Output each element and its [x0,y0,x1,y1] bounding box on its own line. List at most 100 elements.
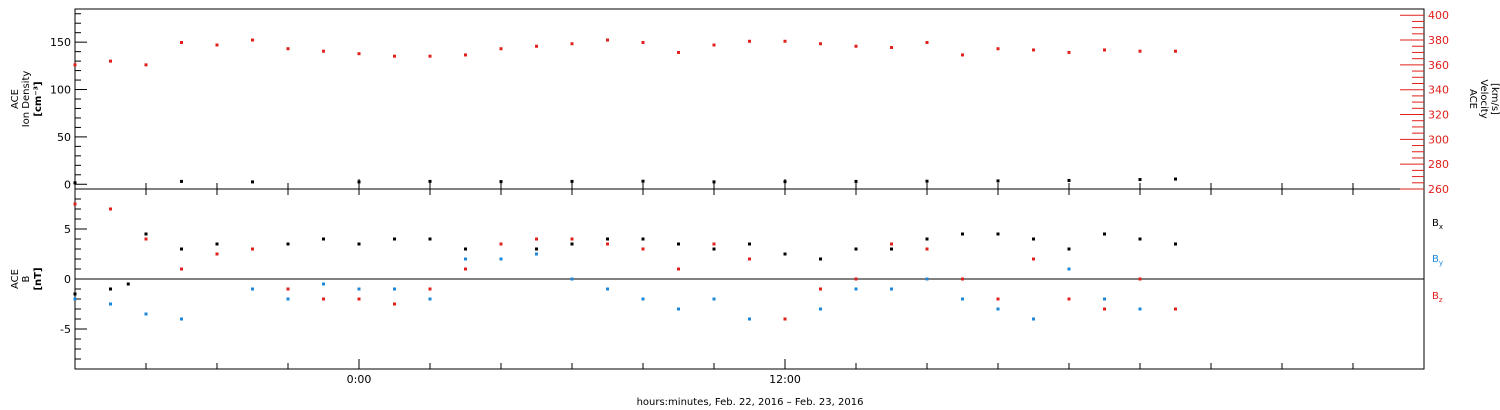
bz-point-5 [251,247,254,251]
bz-point-15 [606,242,609,246]
density-point-14 [1138,178,1142,182]
bottom-ylabel: ACE B [nT] [10,267,44,290]
bx-point-29 [1067,247,1071,251]
bx-point-9 [357,242,361,246]
by-point-11 [464,257,467,261]
density-point-6 [570,179,574,183]
velocity-point-2 [144,63,148,67]
bx-point-2 [126,282,130,286]
bz-point-25 [961,277,964,281]
bx-point-7 [286,242,290,246]
by-point-0 [73,297,77,301]
top-ytick-label-2: 100 [50,84,71,97]
bz-point-30 [1138,277,1142,281]
bx-point-32 [1174,242,1177,246]
bz-point-13 [535,237,538,241]
by-point-15 [606,287,609,291]
density-point-9 [783,180,787,184]
by-point-16 [641,297,645,301]
bottom-ytick-label-0: -5 [60,323,71,336]
bx-point-28 [1032,237,1035,241]
velocity-point-17 [677,50,680,54]
by-point-10 [428,297,432,301]
top-y2label-line1: ACE [1467,89,1478,109]
velocity-point-3 [180,41,183,45]
top-y2label-line2: Velocity [1478,79,1489,118]
top-y2tick-label-3: 320 [1428,109,1449,122]
top-y2tick-label-5: 360 [1428,59,1449,72]
velocity-point-5 [251,38,254,42]
velocity-point-7 [322,49,325,53]
velocity-point-24 [925,41,929,45]
bz-point-23 [890,242,893,246]
velocity-point-22 [854,44,858,48]
density-point-10 [854,179,858,183]
velocity-point-6 [286,47,290,51]
bx-point-14 [535,247,538,251]
by-point-28 [1067,267,1071,271]
x-tick-label-0: 0:00 [347,373,372,386]
by-point-6 [286,297,290,301]
by-point-23 [890,287,893,291]
bz-point-31 [1174,307,1177,311]
bx-point-8 [322,237,325,241]
bx-point-23 [854,247,858,251]
by-point-14 [570,277,574,281]
top-ylabel-line2: Ion Density [21,71,32,128]
bx-point-17 [641,237,645,241]
legend-bz-label: B [1432,291,1439,302]
velocity-point-0 [73,63,77,67]
legend-bx-sub: x [1439,223,1443,231]
bz-point-20 [783,317,787,321]
bottom-ytick-label-1: 0 [64,273,71,286]
top-panel-frame [74,8,1425,190]
by-point-3 [180,317,183,321]
velocity-point-8 [357,52,361,56]
bx-point-21 [783,252,787,256]
top-y2label: ACE Velocity [km/s] [1467,79,1500,118]
density-point-2 [251,180,254,184]
density-point-12 [996,179,1000,183]
top-y2tick-label-6: 380 [1428,34,1449,47]
bx-point-0 [73,292,77,296]
top-y2tick-label-1: 280 [1428,158,1449,171]
bz-point-22 [854,277,858,281]
top-y2tick-label-0: 260 [1428,183,1449,196]
by-point-22 [854,287,858,291]
bx-point-15 [570,242,574,246]
bz-point-9 [393,302,396,306]
bz-point-18 [712,242,716,246]
bz-point-1 [109,207,112,211]
bx-point-27 [996,232,1000,236]
by-point-7 [322,282,325,286]
velocity-point-21 [819,42,822,46]
bx-point-24 [890,247,893,251]
bz-point-21 [819,287,822,291]
density-point-1 [180,179,183,183]
legend-by-label: B [1432,254,1439,265]
bottom-ylabel-line2: B [21,275,32,282]
density-point-4 [428,179,432,183]
velocity-point-16 [641,41,645,45]
bottom-ylabel-line3: [nT] [33,267,44,290]
velocity-point-28 [1067,50,1071,54]
velocity-point-23 [890,45,893,49]
bz-point-27 [1032,257,1035,261]
bz-point-29 [1103,307,1106,311]
top-y2tick-label-4: 340 [1428,84,1449,97]
top-ytick-label-1: 50 [57,131,71,144]
bz-point-11 [464,267,467,271]
bz-point-6 [286,287,290,291]
bz-point-4 [215,252,219,256]
by-point-19 [748,317,751,321]
density-point-3 [357,180,361,184]
bz-point-26 [996,297,1000,301]
bx-point-1 [109,287,112,291]
by-point-24 [925,277,929,281]
bz-point-16 [641,247,645,251]
bz-point-8 [357,297,361,301]
legend-bz: Bz [1432,291,1443,304]
density-point-15 [1174,177,1177,181]
bx-point-16 [606,237,609,241]
velocity-point-31 [1174,49,1177,53]
